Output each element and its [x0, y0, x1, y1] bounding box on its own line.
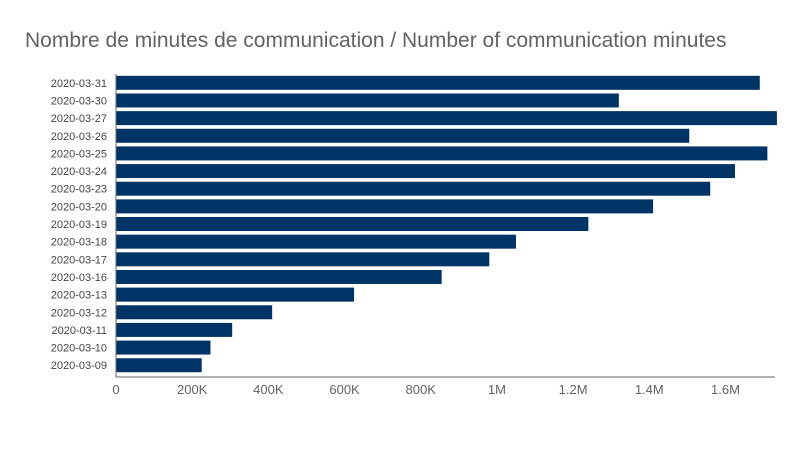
x-tick-label: 400K	[253, 382, 284, 397]
category-label: 2020-03-31	[51, 78, 107, 90]
bar-2020-03-23	[116, 181, 711, 196]
bar-2020-03-30	[116, 93, 619, 108]
chart-title: Nombre de minutes de communication / Num…	[25, 29, 726, 52]
x-tick-label: 1.6M	[711, 382, 740, 397]
x-axis-ticks: 0 200K 400K 600K 800K 1M 1.2M 1.4M 1.6M	[112, 382, 740, 397]
category-label: 2020-03-12	[51, 307, 107, 319]
category-label: 2020-03-20	[51, 201, 107, 213]
category-label: 2020-03-18	[51, 237, 107, 249]
bar-2020-03-27	[116, 111, 777, 126]
bar-2020-03-19	[116, 217, 589, 232]
x-tick-label: 1.2M	[559, 382, 588, 397]
x-tick-label: 1M	[488, 382, 506, 397]
bar-2020-03-11	[116, 322, 233, 337]
x-tick-label: 1.4M	[635, 382, 664, 397]
bar-2020-03-18	[116, 234, 516, 249]
x-tick-label: 200K	[177, 382, 208, 397]
category-label: 2020-03-19	[51, 219, 107, 231]
x-tick-label: 600K	[329, 382, 360, 397]
category-label: 2020-03-26	[51, 131, 107, 143]
category-label: 2020-03-30	[51, 95, 107, 107]
bar-2020-03-09	[116, 358, 202, 373]
bar-2020-03-25	[116, 146, 768, 161]
bar-2020-03-10	[116, 340, 211, 355]
category-label: 2020-03-23	[51, 184, 107, 196]
bar-2020-03-12	[116, 305, 273, 320]
category-label: 2020-03-25	[51, 148, 107, 160]
category-label: 2020-03-24	[51, 166, 107, 178]
bar-2020-03-24	[116, 164, 735, 179]
category-label: 2020-03-11	[52, 325, 107, 337]
category-label: 2020-03-27	[51, 113, 107, 125]
x-tick-label: 800K	[406, 382, 437, 397]
category-labels: 2020-03-31 2020-03-30 2020-03-27 2020-03-26…	[51, 78, 107, 372]
category-label: 2020-03-09	[51, 360, 107, 372]
category-label: 2020-03-10	[51, 343, 107, 355]
bar-2020-03-16	[116, 269, 442, 284]
category-label: 2020-03-17	[51, 254, 107, 266]
category-label: 2020-03-16	[51, 272, 107, 284]
bar-2020-03-31	[116, 75, 760, 90]
bar-2020-03-13	[116, 287, 355, 302]
bars-group	[116, 75, 777, 373]
x-tick-label: 0	[112, 382, 119, 397]
category-label: 2020-03-13	[51, 290, 107, 302]
bar-2020-03-17	[116, 252, 490, 267]
bar-2020-03-20	[116, 199, 654, 214]
bar-2020-03-26	[116, 128, 690, 143]
